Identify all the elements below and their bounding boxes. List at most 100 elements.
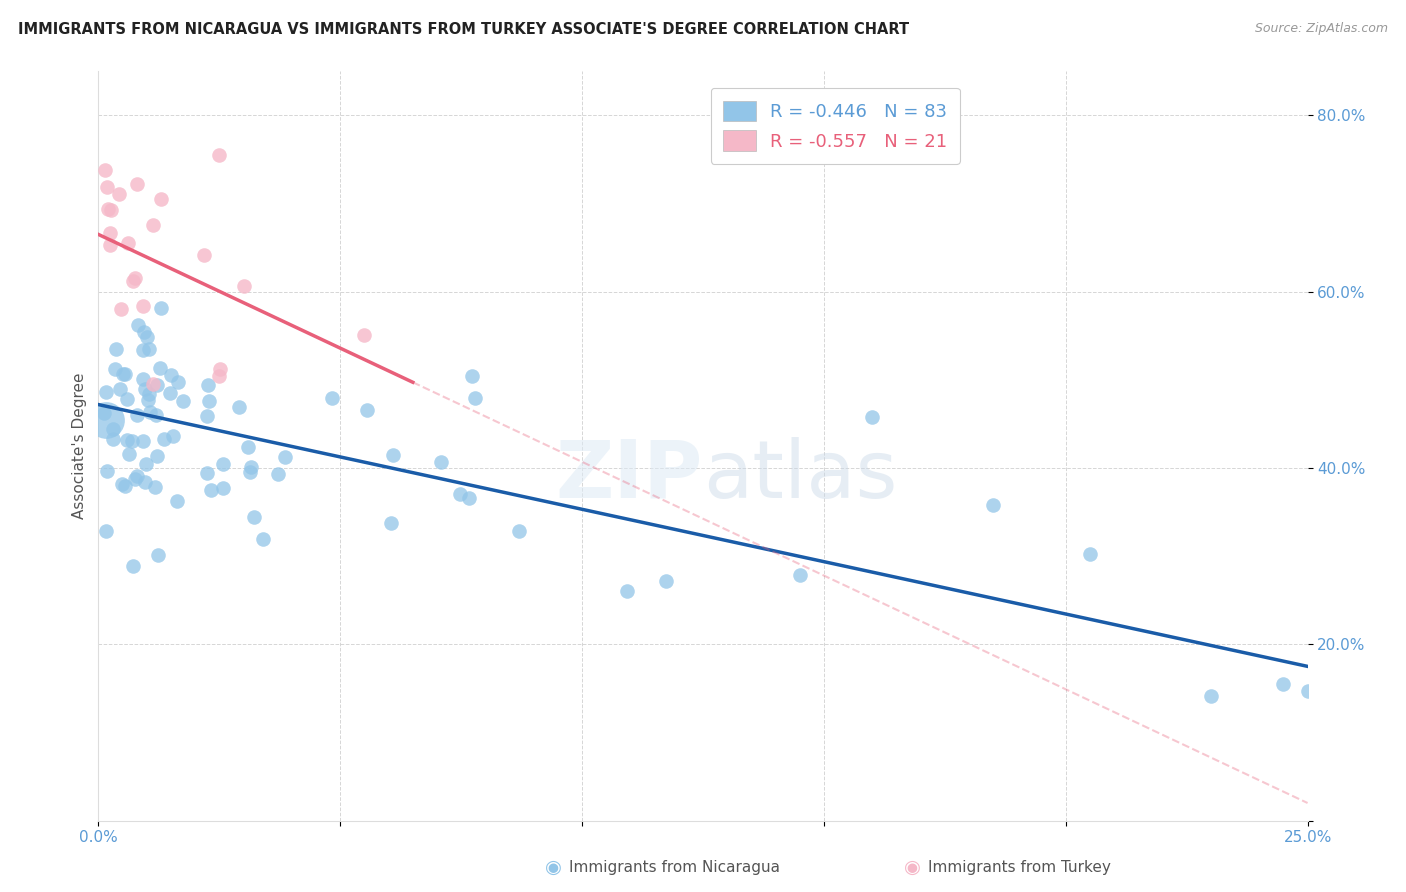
- Point: [382, 448, 405, 462]
- Point: [159, 385, 181, 400]
- Point: [239, 466, 262, 480]
- Point: [94, 162, 117, 177]
- Point: [96, 179, 118, 194]
- Point: [127, 318, 149, 333]
- Point: [117, 236, 139, 251]
- Point: [321, 392, 343, 406]
- Point: [162, 429, 184, 443]
- Point: [1078, 547, 1101, 561]
- Point: [121, 275, 143, 289]
- Point: [240, 460, 263, 475]
- Point: [127, 178, 149, 192]
- Text: ZIP: ZIP: [555, 437, 703, 515]
- Point: [655, 574, 678, 588]
- Point: [118, 446, 141, 460]
- Point: [138, 343, 160, 357]
- Point: [172, 394, 194, 409]
- Point: [94, 384, 117, 399]
- Point: [211, 481, 233, 495]
- Point: [132, 343, 155, 358]
- Point: [267, 467, 290, 481]
- Point: [104, 342, 127, 356]
- Point: [104, 362, 127, 376]
- Point: [232, 279, 254, 293]
- Point: [97, 202, 120, 217]
- Point: [145, 377, 167, 392]
- Point: [110, 301, 132, 316]
- Point: [195, 409, 218, 423]
- Point: [430, 455, 453, 469]
- Point: [121, 434, 143, 448]
- Point: [508, 524, 530, 538]
- Point: [136, 330, 159, 344]
- Point: [981, 498, 1004, 512]
- Y-axis label: Associate's Degree: Associate's Degree: [72, 373, 87, 519]
- Point: [132, 299, 155, 313]
- Point: [111, 477, 134, 491]
- Point: [131, 434, 153, 448]
- Point: [108, 186, 131, 201]
- Text: Immigrants from Turkey: Immigrants from Turkey: [928, 860, 1111, 874]
- Point: [166, 494, 188, 508]
- Point: [138, 386, 160, 401]
- Point: [153, 432, 176, 446]
- Point: [114, 479, 136, 493]
- Point: [93, 406, 115, 420]
- Point: [145, 408, 167, 422]
- Point: [111, 367, 134, 381]
- Text: Immigrants from Nicaragua: Immigrants from Nicaragua: [569, 860, 780, 874]
- Point: [138, 405, 160, 419]
- Point: [449, 487, 471, 501]
- Point: [193, 248, 215, 262]
- Point: [132, 325, 155, 339]
- Text: ◉: ◉: [904, 857, 921, 877]
- Point: [142, 218, 165, 232]
- Point: [127, 409, 149, 423]
- Point: [145, 480, 167, 494]
- Point: [464, 392, 486, 406]
- Point: [236, 440, 259, 454]
- Point: [197, 393, 219, 408]
- Point: [1199, 689, 1222, 703]
- Point: [197, 378, 219, 392]
- Point: [200, 483, 222, 497]
- Point: [860, 409, 883, 424]
- Point: [114, 368, 136, 382]
- Point: [96, 524, 118, 538]
- Point: [98, 226, 121, 240]
- Point: [115, 392, 138, 407]
- Point: [195, 466, 218, 480]
- Point: [228, 400, 250, 414]
- Point: [380, 516, 402, 530]
- Text: atlas: atlas: [703, 437, 897, 515]
- Point: [101, 422, 124, 436]
- Point: [121, 559, 143, 574]
- Point: [208, 148, 231, 162]
- Legend: R = -0.446   N = 83, R = -0.557   N = 21: R = -0.446 N = 83, R = -0.557 N = 21: [710, 88, 960, 164]
- Text: IMMIGRANTS FROM NICARAGUA VS IMMIGRANTS FROM TURKEY ASSOCIATE'S DEGREE CORRELATI: IMMIGRANTS FROM NICARAGUA VS IMMIGRANTS …: [18, 22, 910, 37]
- Point: [103, 432, 125, 446]
- Point: [208, 361, 231, 376]
- Point: [789, 567, 811, 582]
- Point: [353, 327, 375, 342]
- Point: [108, 382, 131, 396]
- Point: [149, 361, 172, 376]
- Point: [142, 376, 165, 391]
- Text: Source: ZipAtlas.com: Source: ZipAtlas.com: [1254, 22, 1388, 36]
- Point: [1272, 677, 1295, 691]
- Point: [461, 369, 484, 384]
- Point: [136, 392, 159, 407]
- Point: [167, 375, 190, 389]
- Point: [150, 192, 173, 206]
- Point: [96, 464, 118, 478]
- Point: [212, 457, 235, 471]
- Point: [458, 491, 481, 506]
- Text: ◉: ◉: [546, 857, 562, 877]
- Point: [134, 475, 156, 490]
- Point: [616, 583, 638, 598]
- Point: [274, 450, 297, 464]
- Point: [356, 402, 378, 417]
- Point: [148, 548, 170, 562]
- Point: [243, 509, 266, 524]
- Point: [160, 368, 183, 382]
